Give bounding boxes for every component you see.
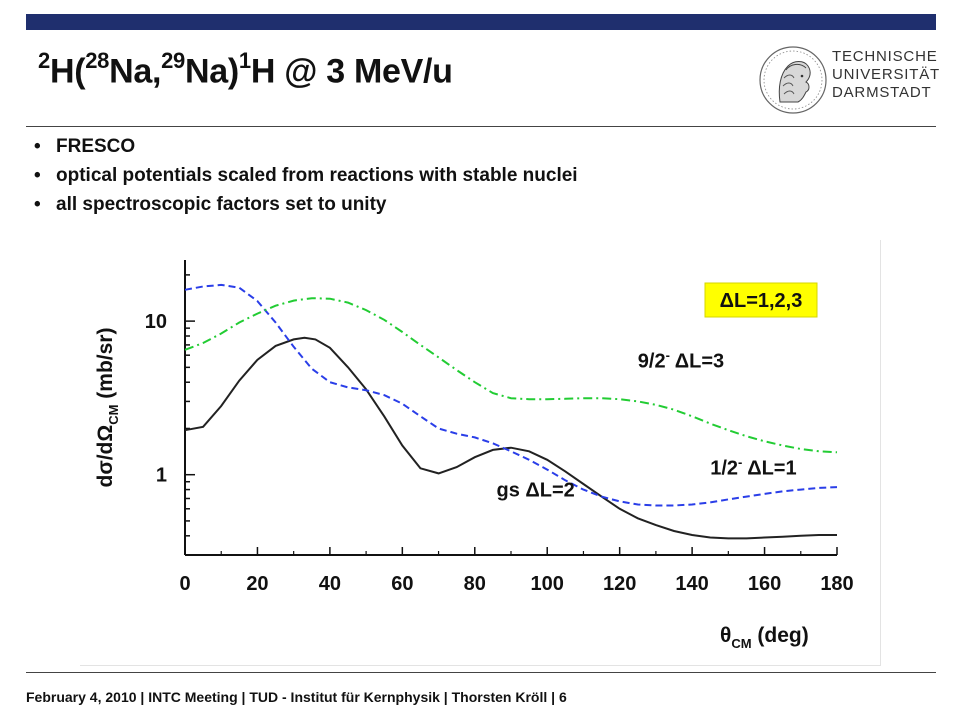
y-axis-label: dσ/dΩCM (mb/sr) [94,328,121,488]
logo-line: UNIVERSITÄT [832,66,940,83]
title-part: 29 [161,48,185,73]
bullet-text: all spectroscopic factors set to unity [56,194,387,215]
bullet-text: FRESCO [56,136,136,157]
x-tick-label: 60 [391,573,413,595]
bullet-text: optical potentials scaled from reactions… [56,165,578,186]
x-tick-label: 120 [603,573,636,595]
cross-section-chart: 1 10 0 20 40 60 80 100 120 140 160 180 9/2- ΔL=3 1/2-… [80,240,881,666]
title-part: H( [49,52,86,91]
series-line [184,283,838,507]
title-part: H @ 3 MeV/u [250,52,453,91]
logo-line: DARMSTADT [832,84,932,101]
title-part: 1 [238,48,251,73]
x-tick-label: 100 [531,573,564,595]
x-tick-label: 20 [246,573,268,595]
x-tick-label: 40 [319,573,341,595]
series-line [184,297,838,454]
series-line [184,336,837,540]
athena-head-icon [759,46,827,114]
x-tick-label: 160 [748,573,781,595]
header-divider [26,126,936,127]
bullet-item: • optical potentials scaled from reaction… [34,165,578,186]
bullet-list: • FRESCO • optical potentials scaled from … [34,132,578,219]
curve-label: 9/2- ΔL=3 [638,347,724,372]
title-part: 2 [38,48,50,73]
annotation-box [704,282,818,318]
annotation-box-label: ΔL=1,2,3 [720,290,803,312]
title-part: Na, [109,52,162,91]
tu-darmstadt-logo: TECHNISCHE UNIVERSITÄT DARMSTADT [754,42,939,120]
x-tick-label: 180 [820,573,853,595]
logo-text: TECHNISCHE UNIVERSITÄT DARMSTADT [832,48,940,102]
x-axis-label: θCM (deg) [720,624,809,651]
bullet-item: • all spectroscopic factors set to unity [34,194,387,215]
x-tick-label: 140 [675,573,708,595]
logo-line: TECHNISCHE [832,48,938,65]
curve-label: gs ΔL=2 [497,480,575,502]
top-accent-bar [26,14,936,30]
curve-label: 1/2- ΔL=1 [710,455,796,480]
x-tick-label: 80 [464,573,486,595]
title-part: Na) [184,52,239,91]
x-tick-label: 0 [179,573,190,595]
title-part: 28 [85,48,110,73]
y-tick-label: 1 [156,465,167,487]
bullet-item: • FRESCO [34,136,136,157]
slide-title: 2H(28Na,29Na)1H @ 3 MeV/u [38,48,453,91]
y-tick-label: 10 [145,311,167,333]
footer-text: February 4, 2010 | INTC Meeting | TUD - … [26,689,567,705]
footer-divider [26,672,936,673]
